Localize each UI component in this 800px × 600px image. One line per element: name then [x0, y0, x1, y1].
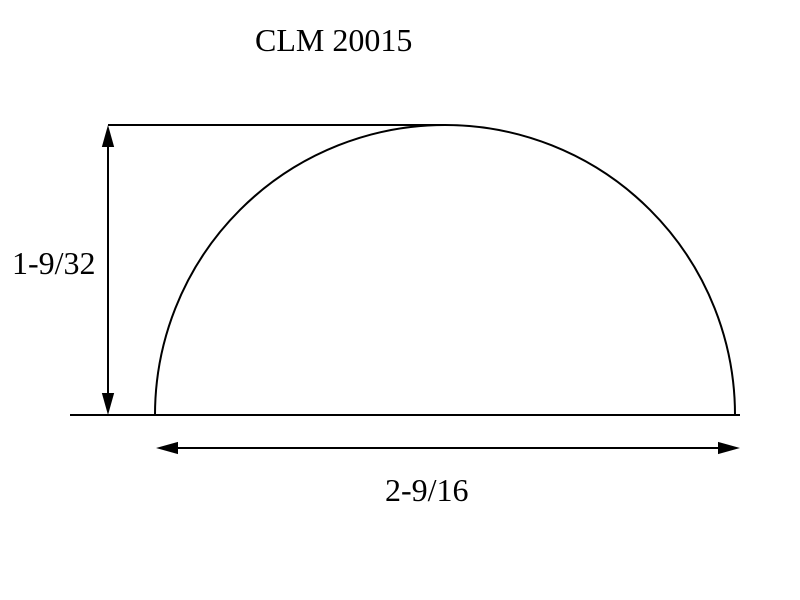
technical-drawing-svg: [0, 0, 800, 600]
